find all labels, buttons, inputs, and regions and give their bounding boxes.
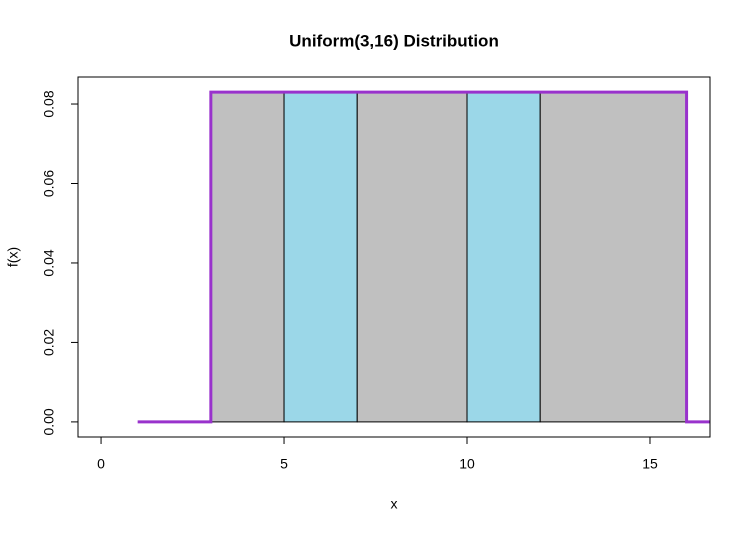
y-tick-label: 0.04 (41, 249, 57, 276)
x-axis-label: x (391, 496, 398, 512)
bar (210, 91, 285, 423)
y-tick-label: 0.02 (41, 329, 57, 356)
x-tick-label: 15 (642, 456, 658, 472)
y-tick-label: 0.08 (41, 90, 57, 117)
density-line (137, 90, 710, 424)
bar (539, 91, 688, 423)
bar (356, 91, 468, 423)
y-tick-label: 0.06 (41, 170, 57, 197)
bar (466, 91, 541, 423)
x-tick-label: 10 (459, 456, 475, 472)
x-tick-label: 5 (280, 456, 288, 472)
x-tick-label: 0 (97, 456, 105, 472)
y-axis-label: f(x) (5, 247, 21, 267)
bar (283, 91, 358, 423)
chart-title: Uniform(3,16) Distribution (289, 31, 499, 50)
y-tick-label: 0.00 (41, 408, 57, 435)
